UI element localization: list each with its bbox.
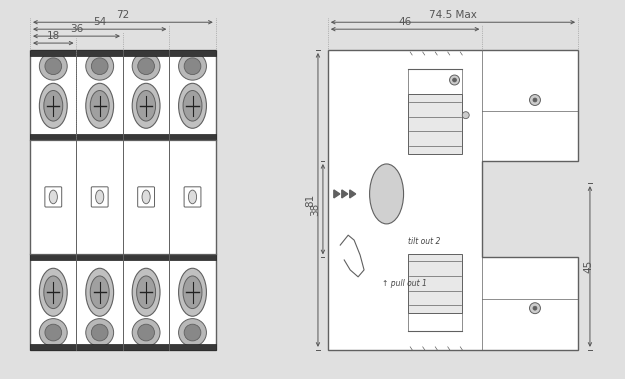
Circle shape	[462, 112, 469, 119]
Ellipse shape	[137, 276, 156, 309]
Polygon shape	[328, 50, 578, 350]
Text: 18: 18	[47, 31, 60, 41]
Bar	[408, 254, 462, 313]
Circle shape	[179, 319, 206, 346]
Text: 45: 45	[584, 260, 594, 273]
Ellipse shape	[183, 276, 202, 309]
Circle shape	[45, 58, 62, 75]
Ellipse shape	[179, 268, 206, 316]
Text: ↑ pull out 1: ↑ pull out 1	[382, 279, 427, 288]
Text: 38: 38	[310, 202, 320, 216]
Text: 46: 46	[399, 17, 412, 27]
Circle shape	[529, 303, 541, 314]
Circle shape	[39, 52, 68, 80]
Ellipse shape	[39, 83, 68, 128]
Circle shape	[533, 98, 537, 102]
Circle shape	[452, 303, 456, 307]
Circle shape	[45, 324, 62, 341]
Text: tilt out 2: tilt out 2	[408, 237, 441, 246]
Circle shape	[184, 324, 201, 341]
Polygon shape	[350, 190, 356, 198]
Ellipse shape	[86, 83, 114, 128]
Circle shape	[533, 306, 537, 310]
Bar	[30, 344, 216, 350]
Ellipse shape	[369, 164, 404, 224]
Bar	[408, 94, 462, 153]
Ellipse shape	[49, 190, 58, 204]
Ellipse shape	[142, 190, 150, 204]
Circle shape	[86, 52, 114, 80]
Circle shape	[132, 319, 160, 346]
FancyBboxPatch shape	[184, 187, 201, 207]
Bar	[30, 50, 216, 56]
Circle shape	[39, 319, 68, 346]
Ellipse shape	[188, 190, 197, 204]
Ellipse shape	[132, 268, 160, 316]
Ellipse shape	[86, 268, 114, 316]
Ellipse shape	[44, 276, 63, 309]
Ellipse shape	[44, 91, 63, 121]
Circle shape	[184, 58, 201, 75]
FancyBboxPatch shape	[91, 187, 108, 207]
FancyBboxPatch shape	[138, 187, 154, 207]
Text: 81: 81	[305, 193, 315, 207]
Circle shape	[132, 52, 160, 80]
Polygon shape	[334, 190, 340, 198]
Circle shape	[449, 300, 459, 310]
Ellipse shape	[183, 91, 202, 121]
Text: 72: 72	[116, 10, 129, 20]
Circle shape	[179, 52, 206, 80]
Circle shape	[138, 58, 154, 75]
FancyBboxPatch shape	[45, 187, 62, 207]
Ellipse shape	[90, 276, 109, 309]
Circle shape	[86, 319, 114, 346]
Ellipse shape	[96, 190, 104, 204]
Text: 54: 54	[93, 17, 106, 27]
Polygon shape	[342, 190, 348, 198]
Circle shape	[449, 75, 459, 85]
Ellipse shape	[179, 83, 206, 128]
Circle shape	[529, 94, 541, 105]
Bar	[30, 50, 216, 350]
Ellipse shape	[39, 268, 68, 316]
Text: 74.5 Max: 74.5 Max	[429, 10, 477, 20]
Circle shape	[91, 58, 108, 75]
Ellipse shape	[137, 91, 156, 121]
Circle shape	[138, 324, 154, 341]
Circle shape	[91, 324, 108, 341]
Ellipse shape	[90, 91, 109, 121]
Circle shape	[452, 78, 456, 82]
Bar	[30, 134, 216, 140]
Text: 36: 36	[70, 24, 83, 34]
Bar	[30, 254, 216, 260]
Ellipse shape	[132, 83, 160, 128]
